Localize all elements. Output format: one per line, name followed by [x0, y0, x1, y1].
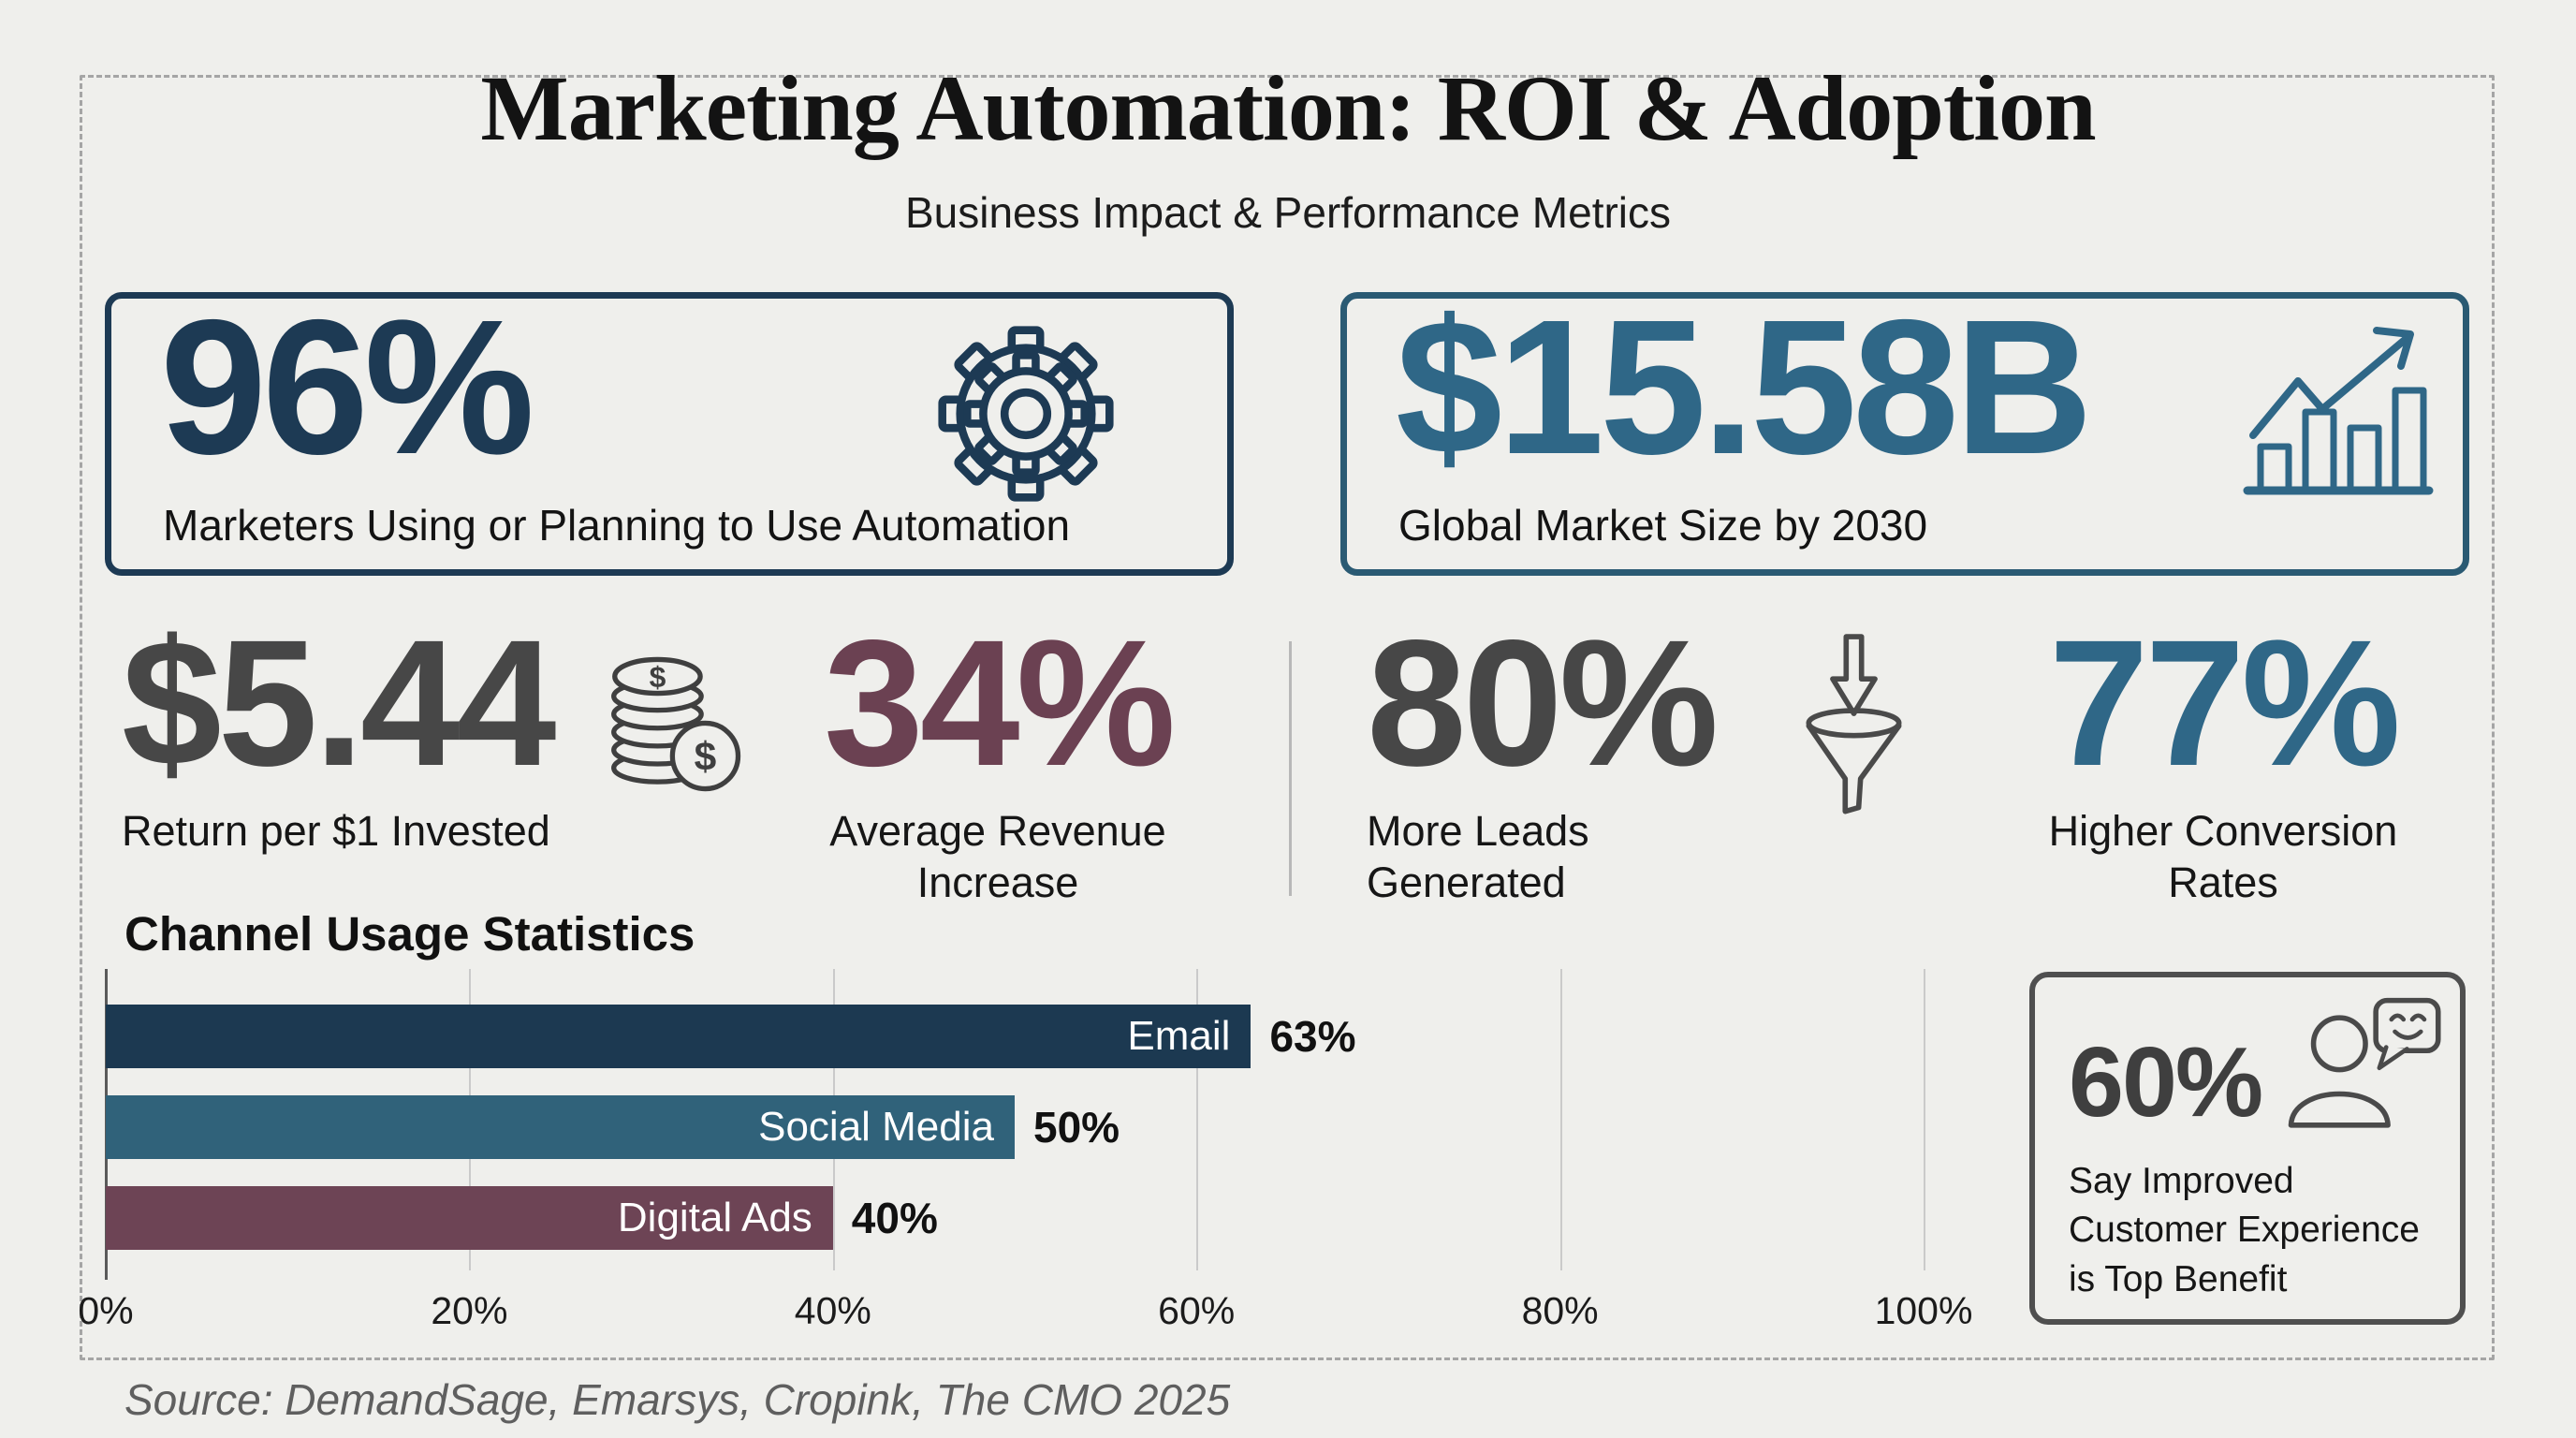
bar-chart-plot: Email 63% Social Media 50% Digital Ads 40%: [105, 969, 1925, 1280]
chart-x-axis-ticks: 0% 20% 40% 60% 80% 100%: [78, 1289, 1972, 1336]
x-tick-label: 20%: [431, 1289, 508, 1332]
bar-digital-ads: Digital Ads: [106, 1186, 833, 1250]
gear-icon: [937, 325, 1115, 507]
bar-row: Digital Ads 40%: [106, 1186, 1924, 1250]
bar-value-label: 50%: [1033, 1103, 1120, 1152]
stat-label-conversion: Higher Conversion Rates: [2048, 807, 2398, 906]
funnel-icon: [1777, 633, 1931, 829]
x-tick-label: 60%: [1158, 1289, 1236, 1332]
stats-divider: [1289, 641, 1292, 896]
svg-text:$: $: [650, 660, 666, 694]
stat-label-roi: Return per $1 Invested: [122, 807, 550, 855]
page-title: Marketing Automation: ROI & Adoption: [480, 56, 2096, 160]
stat-card-customer-experience: 60% Say Improved Customer Experience is …: [2029, 972, 2466, 1325]
chart-title: Channel Usage Statistics: [124, 907, 695, 961]
bar-category-label: Social Media: [758, 1104, 994, 1150]
outer-dashed-frame: [80, 75, 2495, 1360]
stat-value-leads: 80%: [1367, 602, 1719, 803]
stat-conversion: 77% Higher Conversion Rates: [2041, 613, 2406, 909]
stat-leads: 80% More Leads Generated: [1367, 602, 1719, 909]
stat-label-leads: More Leads Generated: [1367, 807, 1589, 906]
x-tick-label: 100%: [1874, 1289, 1973, 1332]
stat-value-customer-experience: 60%: [2069, 1027, 2263, 1137]
stat-label-customer-experience: Say Improved Customer Experience is Top …: [2069, 1161, 2420, 1299]
stat-revenue-increase: 34% Average Revenue Increase: [824, 602, 1176, 909]
bar-social-media: Social Media: [106, 1095, 1015, 1159]
bar-row: Email 63%: [106, 1005, 1924, 1068]
stat-value-conversion: 77%: [2048, 602, 2401, 803]
gridline: [1196, 969, 1199, 1270]
x-tick-label: 80%: [1521, 1289, 1599, 1332]
x-tick-label: 40%: [794, 1289, 871, 1332]
stat-roi: $5.44 Return per $1 Invested: [122, 613, 646, 858]
bar-row: Social Media 50%: [106, 1095, 1924, 1159]
bar-value-label: 40%: [851, 1194, 938, 1242]
bar-category-label: Digital Ads: [617, 1195, 812, 1240]
stat-label-market-size: Global Market Size by 2030: [1398, 501, 1928, 550]
customer-feedback-icon: [2274, 990, 2447, 1145]
x-tick-label: 0%: [78, 1289, 134, 1332]
stat-card-market-size: $15.58B Global Market Size by 2030: [1340, 280, 2469, 576]
gridline: [1559, 969, 1562, 1270]
stat-value-market-size: $15.58B: [1396, 280, 2093, 494]
bar-email: Email: [106, 1005, 1251, 1068]
growth-chart-icon: [2240, 321, 2437, 508]
stat-value-adoption: 96%: [160, 280, 534, 494]
page-subtitle: Business Impact & Performance Metrics: [904, 188, 1672, 237]
bar-category-label: Email: [1127, 1013, 1231, 1059]
source-attribution: Source: DemandSage, Emarsys, Cropink, Th…: [124, 1375, 1231, 1424]
stat-label-adoption: Marketers Using or Planning to Use Autom…: [163, 501, 1071, 550]
stat-value-revenue-increase: 34%: [824, 602, 1176, 803]
coins-icon: $ $: [593, 637, 756, 800]
gridline: [1924, 969, 1925, 1270]
stat-label-revenue-increase: Average Revenue Increase: [829, 807, 1166, 906]
bar-value-label: 63%: [1269, 1012, 1356, 1061]
svg-text:$: $: [695, 735, 717, 779]
stat-value-roi: $5.44: [122, 602, 556, 803]
stat-card-adoption: 96%: [105, 280, 1234, 576]
